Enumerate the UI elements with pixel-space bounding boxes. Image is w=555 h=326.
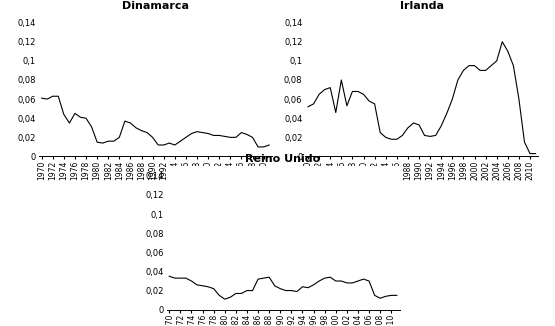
- Title: Dinamarca: Dinamarca: [122, 1, 189, 11]
- Title: Reino Unido: Reino Unido: [245, 154, 321, 164]
- Title: Irlanda: Irlanda: [400, 1, 444, 11]
